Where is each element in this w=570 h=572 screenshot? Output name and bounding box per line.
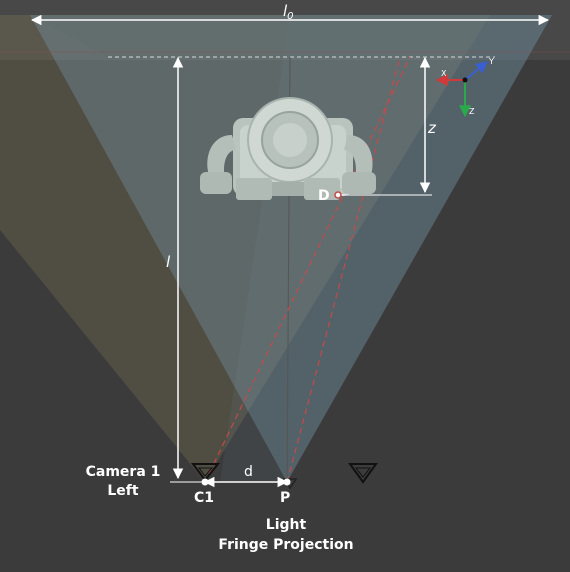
light-label-line2: Fringe Projection [218, 537, 353, 553]
point-p [283, 478, 291, 486]
camera-label-line1: Camera 1 [86, 464, 161, 480]
object-model [200, 97, 376, 200]
axis-y-label: Y [488, 57, 494, 66]
point-d [334, 191, 342, 199]
c1-label: C1 [194, 490, 214, 506]
camera-view-cone [0, 15, 490, 482]
point-c1 [201, 478, 209, 486]
camera-ray [204, 56, 411, 483]
reference-plane [30, 15, 552, 57]
axis-x-label: X [441, 69, 447, 78]
camera-right-icon [348, 463, 378, 484]
l0-label: l0 [283, 2, 294, 22]
axis-gizmo: X Y Z [435, 57, 494, 118]
camera-icon [191, 463, 221, 482]
camera-label-line2: Left [107, 483, 139, 499]
d-point-label: D [318, 188, 330, 204]
light-label-line1: Light [266, 517, 307, 533]
projector-ray [286, 56, 401, 483]
background-top-band [0, 0, 570, 60]
axis-z-label: Z [469, 107, 475, 116]
d-label: d [244, 464, 253, 480]
l-label: l [166, 253, 171, 271]
p-label: P [280, 490, 290, 506]
z-label: z [427, 119, 437, 137]
